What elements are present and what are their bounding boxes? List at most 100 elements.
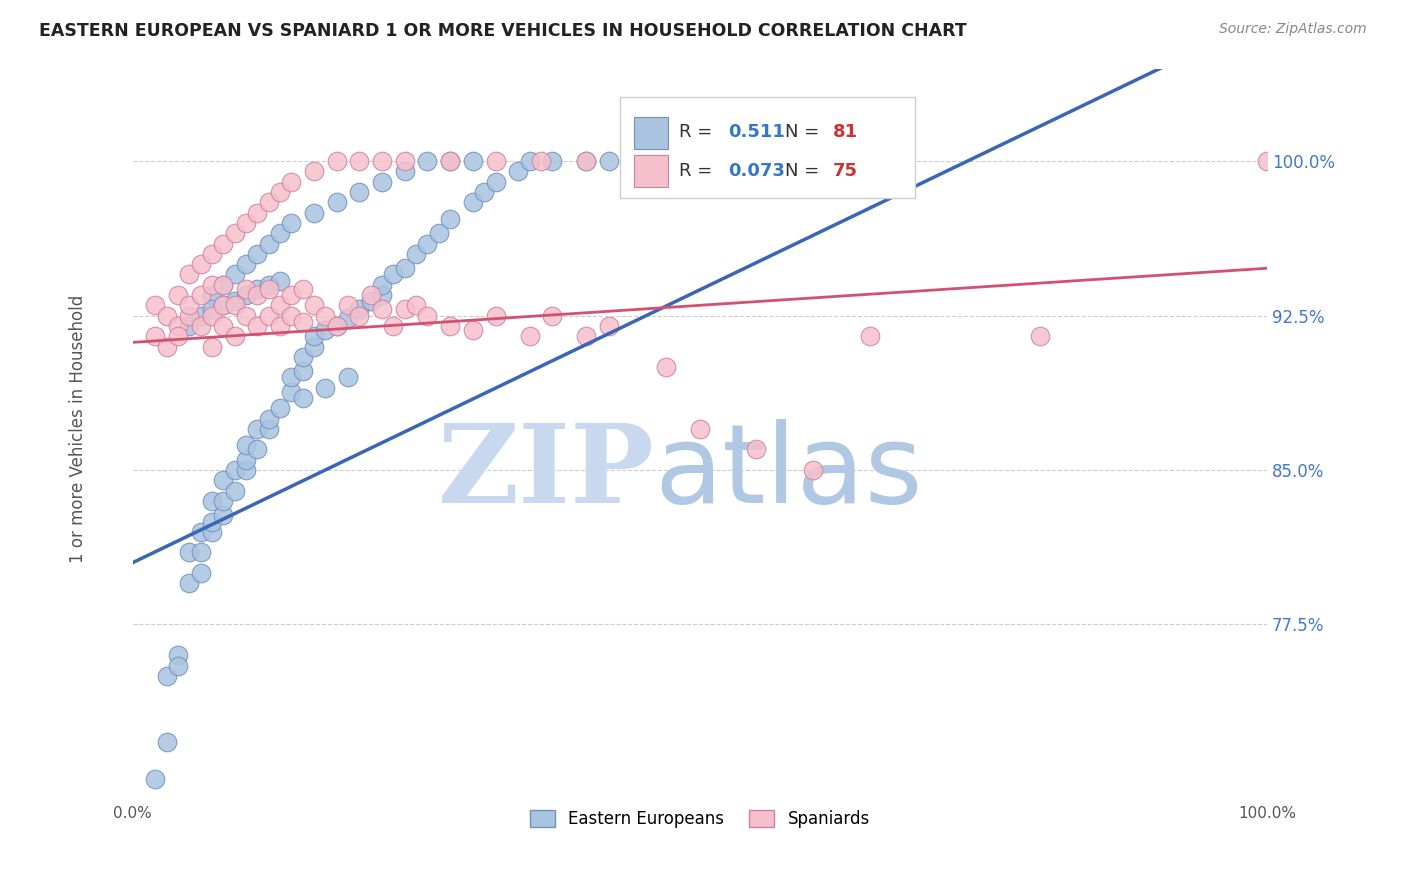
Point (190, 288, 212, 302)
Point (291, 391, 314, 405)
Point (212, 318, 235, 333)
Point (246, 442, 269, 457)
Point (190, 566, 212, 580)
Point (201, 277, 224, 292)
Point (269, 298, 291, 312)
Point (224, 463, 246, 477)
Point (280, 288, 302, 302)
Point (394, 154, 416, 169)
Point (235, 452, 257, 467)
Point (179, 309, 201, 323)
FancyBboxPatch shape (620, 97, 915, 198)
Text: Source: ZipAtlas.com: Source: ZipAtlas.com (1219, 22, 1367, 37)
Point (371, 154, 394, 169)
Point (269, 274, 291, 288)
Point (155, 669, 177, 683)
Point (280, 370, 302, 384)
Point (416, 309, 439, 323)
Point (212, 277, 235, 292)
Point (190, 309, 212, 323)
Point (235, 288, 257, 302)
Point (416, 154, 439, 169)
Text: R =: R = (679, 161, 713, 180)
Point (246, 318, 269, 333)
Text: 100.0%: 100.0% (1237, 805, 1296, 821)
Point (246, 288, 269, 302)
Point (167, 318, 190, 333)
Point (212, 277, 235, 292)
Point (302, 164, 325, 178)
Point (1256, 154, 1278, 169)
Point (337, 298, 360, 312)
Point (235, 216, 257, 230)
Point (1029, 329, 1052, 343)
Point (155, 735, 177, 749)
Point (269, 226, 291, 240)
Point (337, 310, 360, 325)
Point (235, 309, 257, 323)
Point (302, 339, 325, 353)
Text: atlas: atlas (654, 418, 922, 525)
Point (382, 318, 405, 333)
Point (201, 494, 224, 508)
Point (201, 515, 224, 529)
Point (190, 257, 212, 271)
Point (201, 524, 224, 539)
Point (280, 216, 302, 230)
Point (179, 576, 201, 591)
Point (314, 323, 336, 337)
Point (224, 226, 246, 240)
Point (302, 329, 325, 343)
Point (394, 164, 416, 178)
Point (212, 236, 235, 251)
Point (224, 294, 246, 309)
Point (427, 226, 450, 240)
Point (349, 154, 371, 169)
Point (325, 195, 347, 210)
Point (257, 195, 280, 210)
Legend: Eastern Europeans, Spaniards: Eastern Europeans, Spaniards (523, 804, 876, 835)
Point (416, 236, 439, 251)
FancyBboxPatch shape (634, 117, 668, 149)
Point (349, 309, 371, 323)
Point (371, 277, 394, 292)
Point (269, 318, 291, 333)
Point (461, 154, 484, 169)
Point (235, 438, 257, 452)
Point (212, 474, 235, 488)
Point (598, 154, 620, 169)
Point (360, 294, 382, 309)
Point (439, 154, 461, 169)
Point (291, 315, 314, 329)
Point (360, 288, 382, 302)
Point (291, 364, 314, 378)
Point (461, 195, 484, 210)
FancyBboxPatch shape (634, 155, 668, 187)
Point (246, 247, 269, 261)
Point (212, 298, 235, 312)
Point (257, 309, 280, 323)
Point (405, 298, 427, 312)
Point (155, 339, 177, 353)
Point (484, 309, 506, 323)
Point (598, 318, 620, 333)
Point (484, 154, 506, 169)
Point (371, 288, 394, 302)
Point (246, 282, 269, 296)
Point (439, 211, 461, 226)
Point (179, 268, 201, 282)
Point (302, 205, 325, 219)
Point (484, 175, 506, 189)
Point (235, 282, 257, 296)
Text: 75: 75 (832, 161, 858, 180)
Point (394, 302, 416, 317)
Text: N =: N = (785, 161, 820, 180)
Point (257, 277, 280, 292)
Point (167, 648, 190, 663)
Point (212, 298, 235, 312)
Point (439, 154, 461, 169)
Point (349, 185, 371, 199)
Point (654, 360, 676, 375)
Point (302, 298, 325, 312)
Point (167, 288, 190, 302)
